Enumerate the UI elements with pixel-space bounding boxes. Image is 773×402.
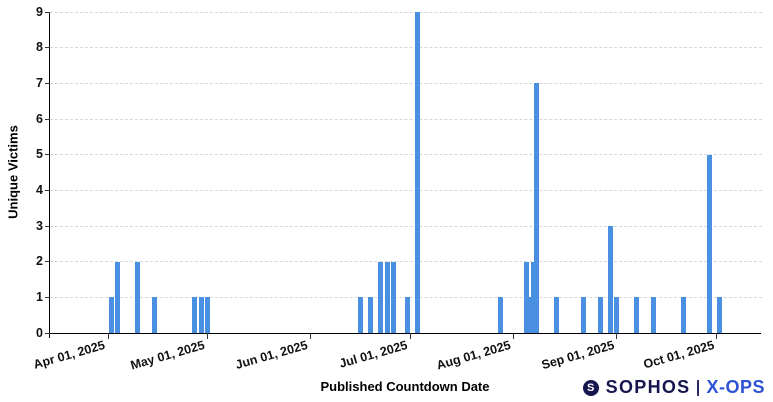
bar [531, 261, 537, 333]
gridline [50, 118, 762, 120]
gridline [50, 82, 762, 84]
x-axis-tick [513, 333, 515, 339]
x-axis-title: Published Countdown Date [320, 379, 490, 394]
bar [391, 261, 397, 333]
bar [497, 297, 503, 333]
sophos-shield-icon: S [582, 379, 599, 396]
y-axis-tick [45, 225, 50, 227]
y-axis-tick [45, 47, 50, 49]
bar [580, 297, 586, 333]
y-axis-tick [45, 11, 50, 13]
y-axis-tick [45, 82, 50, 84]
y-axis-tick [45, 154, 50, 156]
bar [404, 297, 410, 333]
x-axis-tick [715, 333, 717, 339]
x-tick-label: Jul 01, 2025 [338, 338, 410, 371]
gridline [50, 261, 762, 263]
bar [378, 261, 384, 333]
y-tick-label: 1 [36, 289, 43, 304]
y-axis-tick [45, 189, 50, 191]
x-axis-line [49, 332, 761, 334]
y-tick-label: 9 [36, 4, 43, 19]
x-axis-tick [207, 333, 209, 339]
logo-divider [697, 379, 700, 396]
y-axis-tick [45, 296, 50, 298]
x-tick-label: Oct 01, 2025 [641, 338, 716, 372]
x-tick-label: Apr 01, 2025 [32, 338, 107, 372]
y-tick-label: 0 [36, 325, 43, 340]
bar [607, 226, 613, 333]
bar [384, 261, 390, 333]
x-tick-label: May 01, 2025 [129, 338, 207, 373]
gridline [50, 154, 762, 156]
y-tick-label: 2 [36, 254, 43, 269]
x-tick-label: Aug 01, 2025 [435, 338, 513, 373]
bar [554, 297, 560, 333]
y-tick-label: 3 [36, 218, 43, 233]
gridline [50, 225, 762, 227]
y-tick-label: 4 [36, 182, 43, 197]
bar [614, 297, 620, 333]
x-axis-tick [310, 333, 312, 339]
sophos-wordmark: SOPHOS [605, 377, 691, 397]
x-tick-label: Sep 01, 2025 [539, 338, 616, 373]
gridline [50, 189, 762, 191]
bar [534, 83, 540, 333]
bar [680, 297, 686, 333]
y-axis-line [48, 12, 50, 338]
y-tick-label: 8 [36, 40, 43, 55]
bar [414, 12, 420, 333]
bar [152, 297, 158, 333]
bar [597, 297, 603, 333]
y-axis-tick [45, 261, 50, 263]
y-axis-tick [45, 118, 50, 120]
x-tick-label: Jun 01, 2025 [234, 338, 310, 372]
sophos-xops-logo: S SOPHOS X-OPS [582, 377, 765, 398]
x-axis-tick [107, 333, 109, 339]
bar [524, 261, 530, 333]
gridline [50, 47, 762, 49]
bar [650, 297, 656, 333]
bar [527, 297, 533, 333]
bar [198, 297, 204, 333]
bar [108, 297, 114, 333]
bar [135, 261, 141, 333]
y-axis-tick [45, 332, 50, 334]
x-axis-tick [410, 333, 412, 339]
bar [191, 297, 197, 333]
gridline [50, 11, 762, 13]
bar [358, 297, 364, 333]
xops-wordmark: X-OPS [706, 377, 765, 397]
bar [707, 154, 713, 333]
y-axis-title: Unique Victims [5, 125, 21, 219]
bar [205, 297, 211, 333]
y-tick-label: 5 [36, 147, 43, 162]
y-tick-label: 6 [36, 111, 43, 126]
bar [115, 261, 121, 333]
bar [717, 297, 723, 333]
x-axis-tick [616, 333, 618, 339]
bar [634, 297, 640, 333]
bar [368, 297, 374, 333]
y-tick-label: 7 [36, 75, 43, 90]
